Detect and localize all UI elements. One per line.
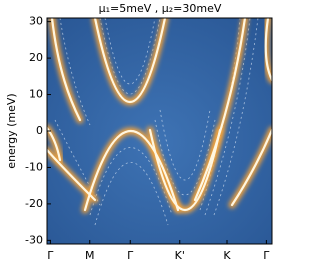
y-tick-label: -30: [25, 233, 43, 246]
x-tick-label: Γ: [127, 249, 134, 262]
y-tick-label: -10: [25, 160, 43, 173]
y-tick-label: 20: [29, 51, 43, 64]
chart-title: μ₁=5meV , μ₂=30meV: [99, 2, 222, 15]
x-tick-label: M: [85, 249, 95, 262]
y-tick-label: 10: [29, 88, 43, 101]
x-tick-label: K: [223, 249, 231, 262]
y-tick-label: 0: [36, 124, 43, 137]
y-axis-label: energy (meV): [5, 93, 18, 168]
chart: μ₁=5meV , μ₂=30meV energy (meV): [5, 2, 273, 262]
spectral-map: [47, 18, 272, 244]
y-tick-label: 30: [29, 15, 43, 28]
bands-core: [47, 18, 272, 212]
x-tick-label: K': [175, 249, 185, 262]
y-tick-label: -20: [25, 197, 43, 210]
x-tick-label: Γ: [263, 249, 270, 262]
x-tick-label: Γ: [47, 249, 54, 262]
